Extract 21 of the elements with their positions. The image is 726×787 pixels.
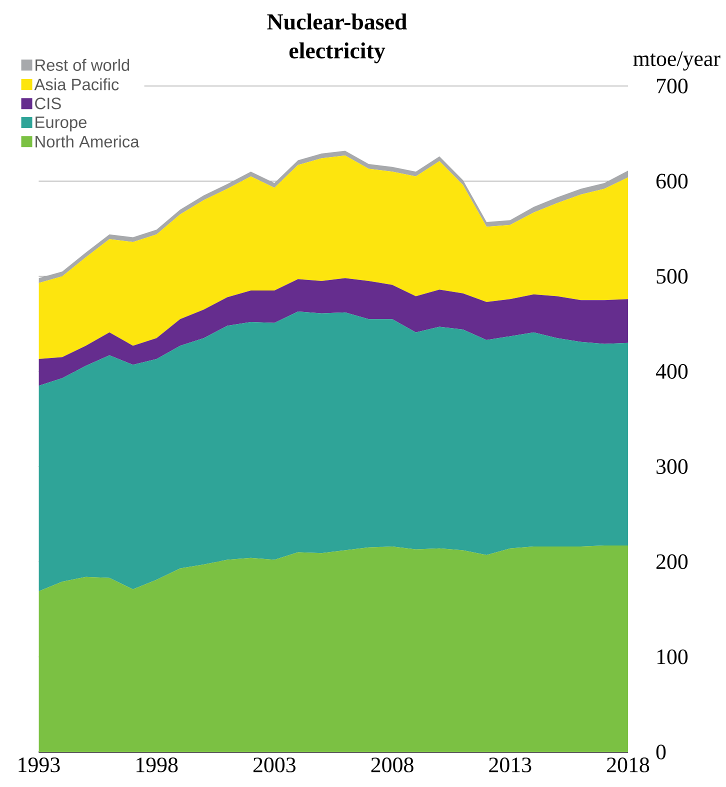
y-tick-label: 600 [656, 174, 688, 189]
y-axis-title: mtoe/year [633, 51, 720, 71]
y-tick-label: 400 [656, 364, 688, 379]
legend-label: Europe [36, 116, 87, 132]
y-tick-label: 200 [656, 554, 688, 570]
legend-label: Rest of world [36, 58, 130, 71]
x-tick-label: 2018 [607, 758, 650, 772]
x-tick-label: 2013 [489, 758, 532, 772]
x-tick-label: 2008 [371, 758, 414, 772]
legend-label: Asia Pacific [34, 78, 119, 90]
y-tick-label: 500 [656, 268, 688, 284]
y-tick-label: 300 [656, 459, 688, 474]
legend-label: CIS [35, 98, 61, 110]
chart-title: Nuclear-based electricity [267, 14, 407, 64]
y-tick-label: 700 [656, 78, 688, 94]
y-tick-label: 0 [656, 744, 666, 760]
legend-label: North America [36, 135, 140, 148]
x-tick-label: 1998 [136, 758, 178, 772]
y-tick-label: 100 [657, 649, 688, 664]
x-tick-label: 1993 [18, 758, 60, 772]
x-tick-label: 2003 [253, 758, 296, 772]
